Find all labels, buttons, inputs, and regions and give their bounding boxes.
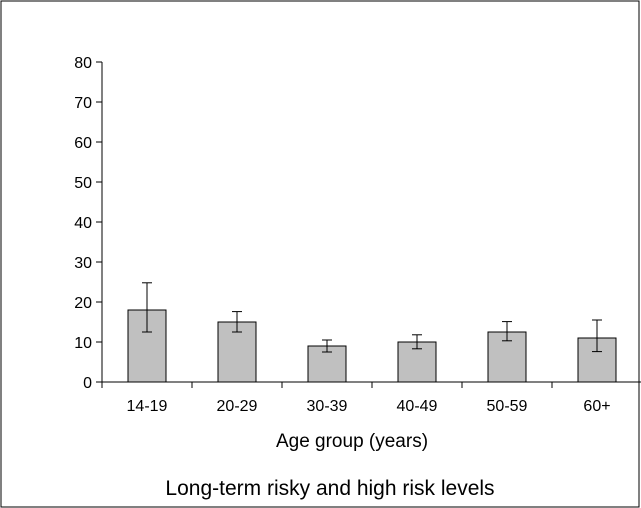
y-tick-label: 30 — [74, 255, 92, 272]
y-tick-label: 70 — [74, 95, 92, 112]
y-tick-label: 40 — [74, 215, 92, 232]
chart-caption: Long-term risky and high risk levels — [165, 477, 494, 500]
y-tick-label: 50 — [74, 175, 92, 192]
x-tick-label: 60+ — [583, 398, 610, 415]
x-tick-label: 50-59 — [487, 398, 528, 415]
y-tick-label: 0 — [83, 375, 92, 392]
y-tick-label: 60 — [74, 135, 92, 152]
x-tick-label: 20-29 — [217, 398, 258, 415]
y-tick-label: 80 — [74, 55, 92, 72]
y-tick-label: 10 — [74, 335, 92, 352]
x-tick-label: 14-19 — [127, 398, 168, 415]
x-tick-label: 30-39 — [307, 398, 348, 415]
x-axis-label: Age group (years) — [276, 431, 428, 452]
plot-area: 0 10 20 30 40 50 60 70 80 14-19 20-29 30-39 40-49 50-… — [74, 55, 641, 415]
x-tick-label: 40-49 — [397, 398, 438, 415]
y-tick-label: 20 — [74, 295, 92, 312]
